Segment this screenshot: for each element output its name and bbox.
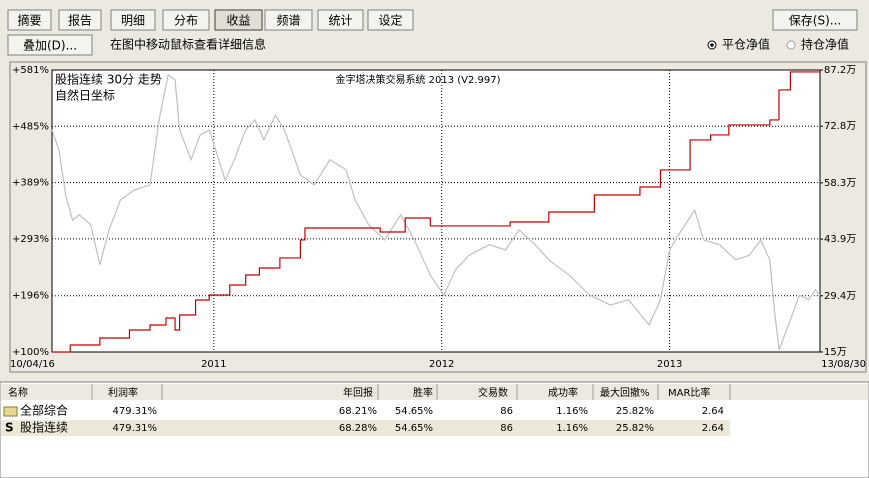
button-label[interactable]: 报告 [68, 13, 92, 28]
series-line [52, 71, 820, 353]
button-label[interactable]: 统计 [328, 14, 352, 28]
folder-icon [3, 406, 18, 417]
x-tick-label: 10/04/16 [10, 359, 55, 370]
table-cell[interactable]: 全部综合 [20, 403, 68, 418]
y2-tick-label: 87.2万 [824, 65, 856, 76]
button[interactable] [214, 9, 263, 31]
column-header: 利润率 [108, 386, 138, 399]
plot-area [51, 69, 821, 353]
x-tick-label: 2013 [657, 359, 682, 370]
column-header: 胜率 [413, 386, 433, 399]
radio-label[interactable]: 持仓净值 [801, 37, 849, 52]
column-header: MAR比率 [668, 386, 710, 399]
button-label[interactable]: 保存(S)... [789, 14, 841, 28]
column-header: 成功率 [548, 386, 578, 399]
table-cell: 54.65% [395, 423, 433, 434]
button[interactable] [58, 9, 102, 31]
x-tick-label: 2012 [429, 359, 454, 370]
row-highlight [1, 420, 730, 436]
y2-tick-label: 29.4万 [824, 291, 856, 302]
series-line [51, 73, 821, 351]
table-cell: 1.16% [556, 406, 588, 417]
y-tick-label: +196% [12, 291, 49, 302]
button[interactable] [317, 9, 364, 31]
series-label: 股指连续 30分 走势 [55, 72, 162, 87]
column-header: 年回报 [343, 386, 373, 399]
row-icon: S [5, 421, 14, 435]
table-cell: 68.28% [339, 423, 377, 434]
table-cell: 86 [500, 406, 513, 417]
button-label[interactable]: 频谱 [276, 14, 300, 28]
button[interactable] [7, 34, 93, 56]
button-label[interactable]: 设定 [378, 13, 402, 28]
button-label[interactable]: 明细 [121, 14, 145, 28]
table-cell: 2.64 [702, 423, 724, 434]
table-cell: 25.82% [616, 406, 654, 417]
button-label[interactable]: 摘要 [17, 13, 41, 28]
button-label[interactable]: 叠加(D)... [23, 39, 77, 53]
button[interactable] [264, 9, 313, 31]
table-cell: 2.64 [702, 406, 724, 417]
table-cell: 68.21% [339, 406, 377, 417]
radio[interactable] [786, 40, 796, 50]
y-tick-label: +581% [12, 65, 49, 76]
table-cell: 86 [500, 423, 513, 434]
y-tick-label: +293% [12, 234, 49, 245]
table-cell: 479.31% [113, 406, 158, 417]
annotation: 自然日坐标 [55, 88, 115, 103]
button[interactable] [110, 9, 156, 31]
y2-tick-label: 15万 [824, 347, 847, 358]
table-header [1, 384, 868, 400]
table-cell: 54.65% [395, 406, 433, 417]
button-label[interactable]: 收益 [226, 14, 250, 28]
button[interactable] [7, 9, 52, 31]
button[interactable] [772, 9, 858, 31]
y2-tick-label: 43.9万 [824, 234, 856, 245]
table-cell: 479.31% [113, 423, 158, 434]
hint: 在图中移动鼠标查看详细信息 [110, 37, 266, 52]
column-header: 名称 [8, 386, 28, 399]
y-tick-label: +389% [12, 178, 49, 189]
button[interactable] [367, 9, 414, 31]
column-header: 最大回撤% [600, 386, 650, 399]
column-header: 交易数 [478, 386, 508, 399]
y-tick-label: +100% [12, 347, 49, 358]
x-tick-label: 2011 [201, 359, 226, 370]
table-cell: 1.16% [556, 423, 588, 434]
table-cell[interactable]: 股指连续 [20, 420, 68, 435]
table-cell: 25.82% [616, 423, 654, 434]
x-tick-label: 13/08/30 [821, 359, 866, 370]
radio-dot [710, 43, 714, 47]
chart-title: 金字塔决策交易系统 2013 (V2.997) [335, 73, 500, 86]
y2-tick-label: 58.3万 [824, 178, 856, 189]
y-tick-label: +485% [12, 121, 49, 132]
button-label[interactable]: 分布 [174, 14, 198, 28]
y2-tick-label: 72.8万 [824, 121, 856, 132]
radio-label[interactable]: 平仓净值 [722, 37, 770, 52]
button[interactable] [162, 9, 210, 31]
